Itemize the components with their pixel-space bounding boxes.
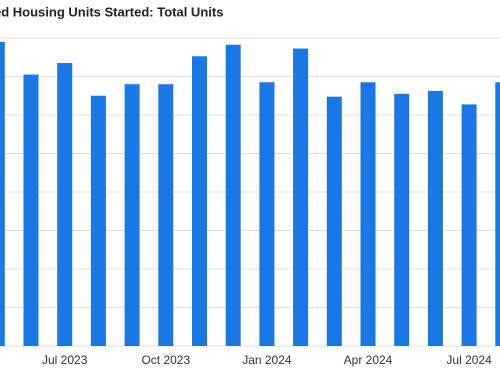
bar	[394, 93, 410, 346]
x-tick-label: Jan 2024	[242, 353, 292, 367]
bar	[259, 82, 275, 347]
x-tick-label: Jul 2023	[42, 353, 88, 367]
bar	[158, 84, 174, 346]
x-tick-label: Oct 2023	[141, 353, 190, 367]
bar	[495, 82, 500, 347]
bar	[461, 104, 477, 346]
chart-title: ed Housing Units Started: Total Units	[0, 4, 223, 19]
bar	[192, 56, 207, 346]
x-tick-label: Jul 2024	[446, 353, 492, 367]
bar	[57, 63, 73, 347]
bar	[293, 48, 309, 347]
bar	[124, 84, 140, 346]
bar	[225, 44, 241, 347]
bar	[427, 90, 443, 346]
bar	[360, 82, 376, 347]
bar	[0, 41, 5, 346]
bar	[23, 74, 39, 346]
bar	[326, 96, 342, 347]
bar	[90, 95, 106, 346]
x-tick-label: Apr 2024	[344, 353, 393, 367]
